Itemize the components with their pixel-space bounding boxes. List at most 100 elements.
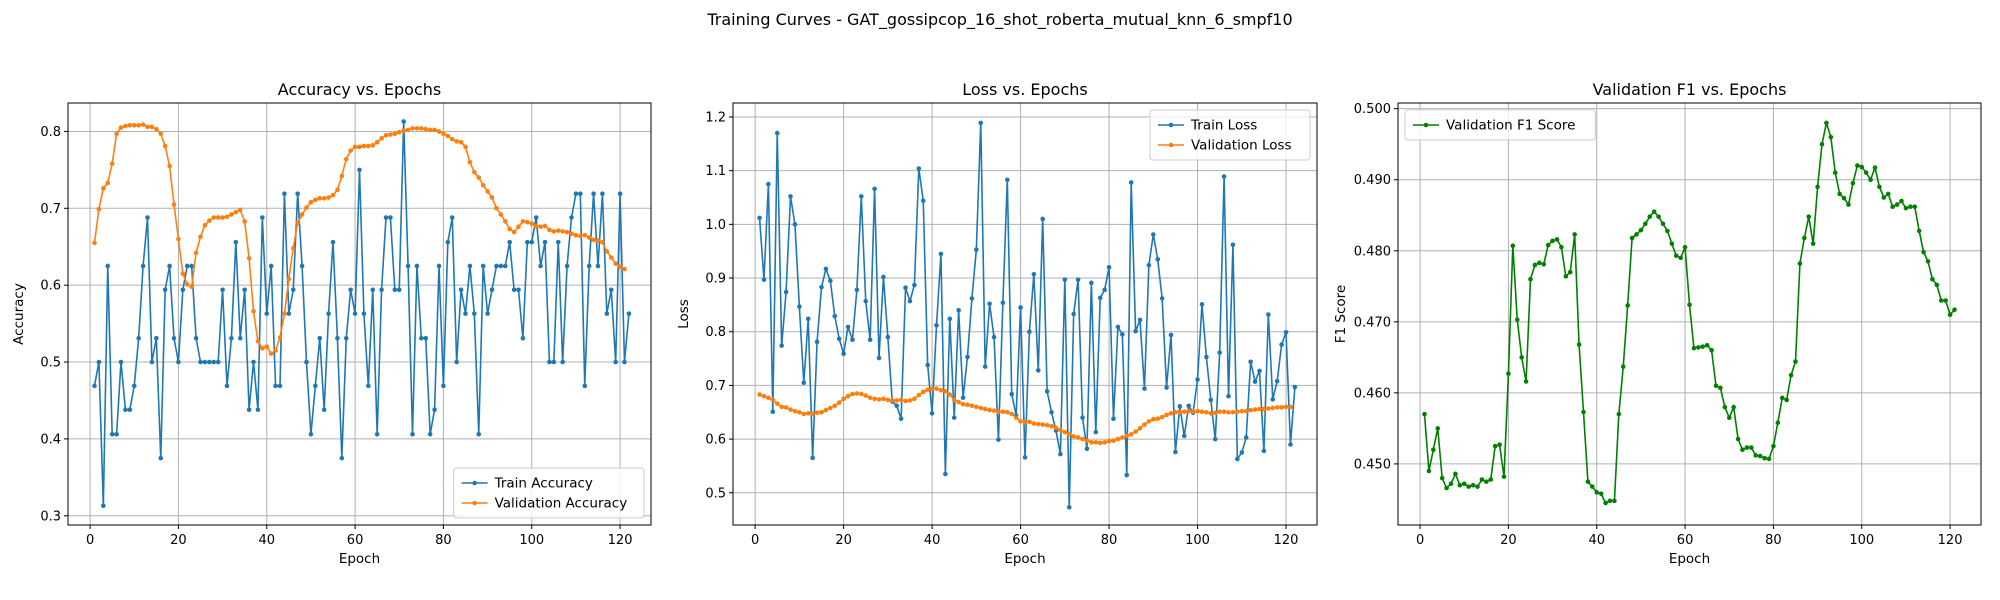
data-point [1810, 241, 1816, 246]
data-point [542, 239, 548, 245]
data-point [1283, 404, 1289, 410]
data-point [273, 383, 278, 389]
data-point [485, 311, 490, 316]
data-point [410, 126, 415, 131]
data-point [965, 402, 970, 408]
data-point [105, 180, 111, 186]
data-point [352, 144, 358, 150]
data-point [1066, 431, 1072, 437]
y-tick-label: 0.7 [705, 379, 726, 394]
legend-marker [1168, 142, 1174, 148]
data-point [1226, 393, 1231, 399]
x-tick-label: 120 [608, 533, 633, 548]
data-point [449, 136, 455, 142]
data-point [761, 277, 767, 282]
data-point [326, 311, 331, 316]
data-point [361, 143, 367, 149]
data-point [1532, 262, 1538, 268]
data-point [1665, 228, 1670, 234]
data-point [1934, 282, 1940, 288]
data-point [832, 403, 838, 409]
data-point [1248, 359, 1253, 365]
data-point [374, 139, 380, 145]
data-point [207, 218, 212, 223]
data-point [761, 393, 767, 399]
data-point [1872, 165, 1878, 170]
legend-entry-label: Validation Loss [1191, 138, 1292, 154]
data-point [348, 287, 353, 293]
data-point [458, 287, 464, 293]
data-point [383, 215, 389, 220]
data-point [520, 335, 526, 341]
data-point [1142, 422, 1147, 427]
data-point [180, 271, 186, 276]
data-point [885, 397, 891, 403]
data-point [1559, 244, 1564, 250]
data-point [613, 359, 618, 365]
data-point [1243, 435, 1249, 440]
data-point [841, 396, 846, 402]
data-point [198, 234, 203, 240]
axes-frame [732, 102, 1318, 526]
legend: Validation F1 Score [1404, 109, 1596, 141]
data-point [1682, 244, 1688, 250]
data-point [401, 128, 406, 133]
data-point [1181, 409, 1187, 415]
series-line [93, 123, 625, 355]
y-tick-label: 0.470 [1354, 315, 1391, 330]
x-tick-label: 100 [1185, 533, 1210, 548]
data-point [449, 215, 455, 220]
data-point [1168, 332, 1174, 338]
legend-box [453, 467, 645, 519]
y-tick-label: 0.7 [40, 202, 61, 217]
data-point [982, 406, 988, 412]
data-point [1726, 415, 1732, 421]
data-point [907, 298, 913, 304]
data-point [154, 126, 159, 132]
data-point [1027, 329, 1032, 335]
data-point [1279, 342, 1284, 347]
data-point [1252, 407, 1258, 412]
data-point [379, 287, 384, 293]
data-point [1195, 408, 1200, 414]
data-point [357, 167, 362, 173]
data-point [854, 391, 860, 396]
data-point [819, 284, 824, 290]
data-point [1040, 422, 1045, 427]
data-point [1195, 377, 1200, 382]
data-point [131, 383, 137, 389]
data-point [626, 311, 632, 316]
data-point [533, 215, 539, 220]
data-point [801, 411, 807, 417]
data-point [1204, 354, 1209, 360]
data-point [1713, 383, 1719, 389]
data-point [863, 393, 869, 398]
axes-frame [1397, 102, 1982, 526]
data-point [529, 221, 535, 226]
gridlines [68, 103, 651, 525]
data-point [797, 409, 802, 415]
y-tick-label: 0.480 [1354, 244, 1391, 259]
data-point [965, 354, 970, 360]
panel-title: Accuracy vs. Epochs [278, 80, 441, 99]
data-point [92, 383, 97, 389]
data-point [1837, 191, 1842, 197]
data-point [498, 212, 504, 217]
data-point [494, 263, 499, 269]
data-point [1212, 436, 1218, 442]
data-point [1257, 406, 1262, 412]
data-point [101, 186, 106, 191]
data-point [1793, 359, 1798, 364]
data-point [299, 212, 305, 217]
data-point [1943, 298, 1948, 303]
data-point [321, 407, 327, 412]
data-point [1097, 440, 1103, 446]
x-tick-label: 20 [170, 533, 187, 548]
data-point [1819, 141, 1825, 147]
legend-box [1149, 109, 1311, 161]
data-point [573, 191, 579, 197]
data-point [1585, 479, 1591, 484]
data-point [551, 359, 557, 365]
legend-entry-label: Validation F1 Score [1446, 118, 1575, 134]
data-point [268, 263, 274, 269]
